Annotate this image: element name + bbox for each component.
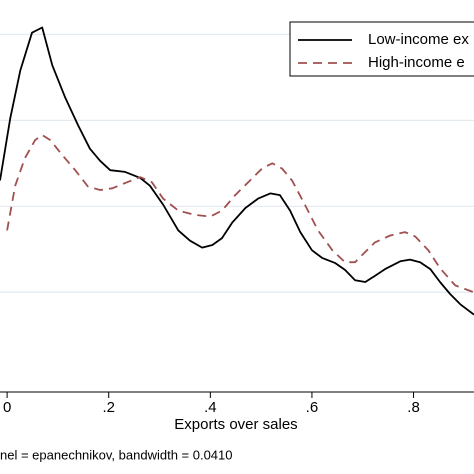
- x-tick-label: .4: [204, 399, 217, 416]
- x-axis-label: Exports over sales: [174, 416, 297, 433]
- note: nel = epanechnikov, bandwidth = 0.0410: [0, 447, 233, 462]
- legend-label: Low-income ex: [368, 31, 469, 48]
- line: [0, 26, 474, 316]
- x-tick-label: .2: [102, 399, 115, 416]
- legend-label: High-income e: [368, 54, 465, 71]
- x-tick-label: .6: [306, 399, 319, 416]
- x-tick-label: 0: [3, 399, 11, 416]
- x-tick-label: .8: [407, 399, 420, 416]
- legend-box: [289, 21, 474, 77]
- line: [6, 134, 474, 294]
